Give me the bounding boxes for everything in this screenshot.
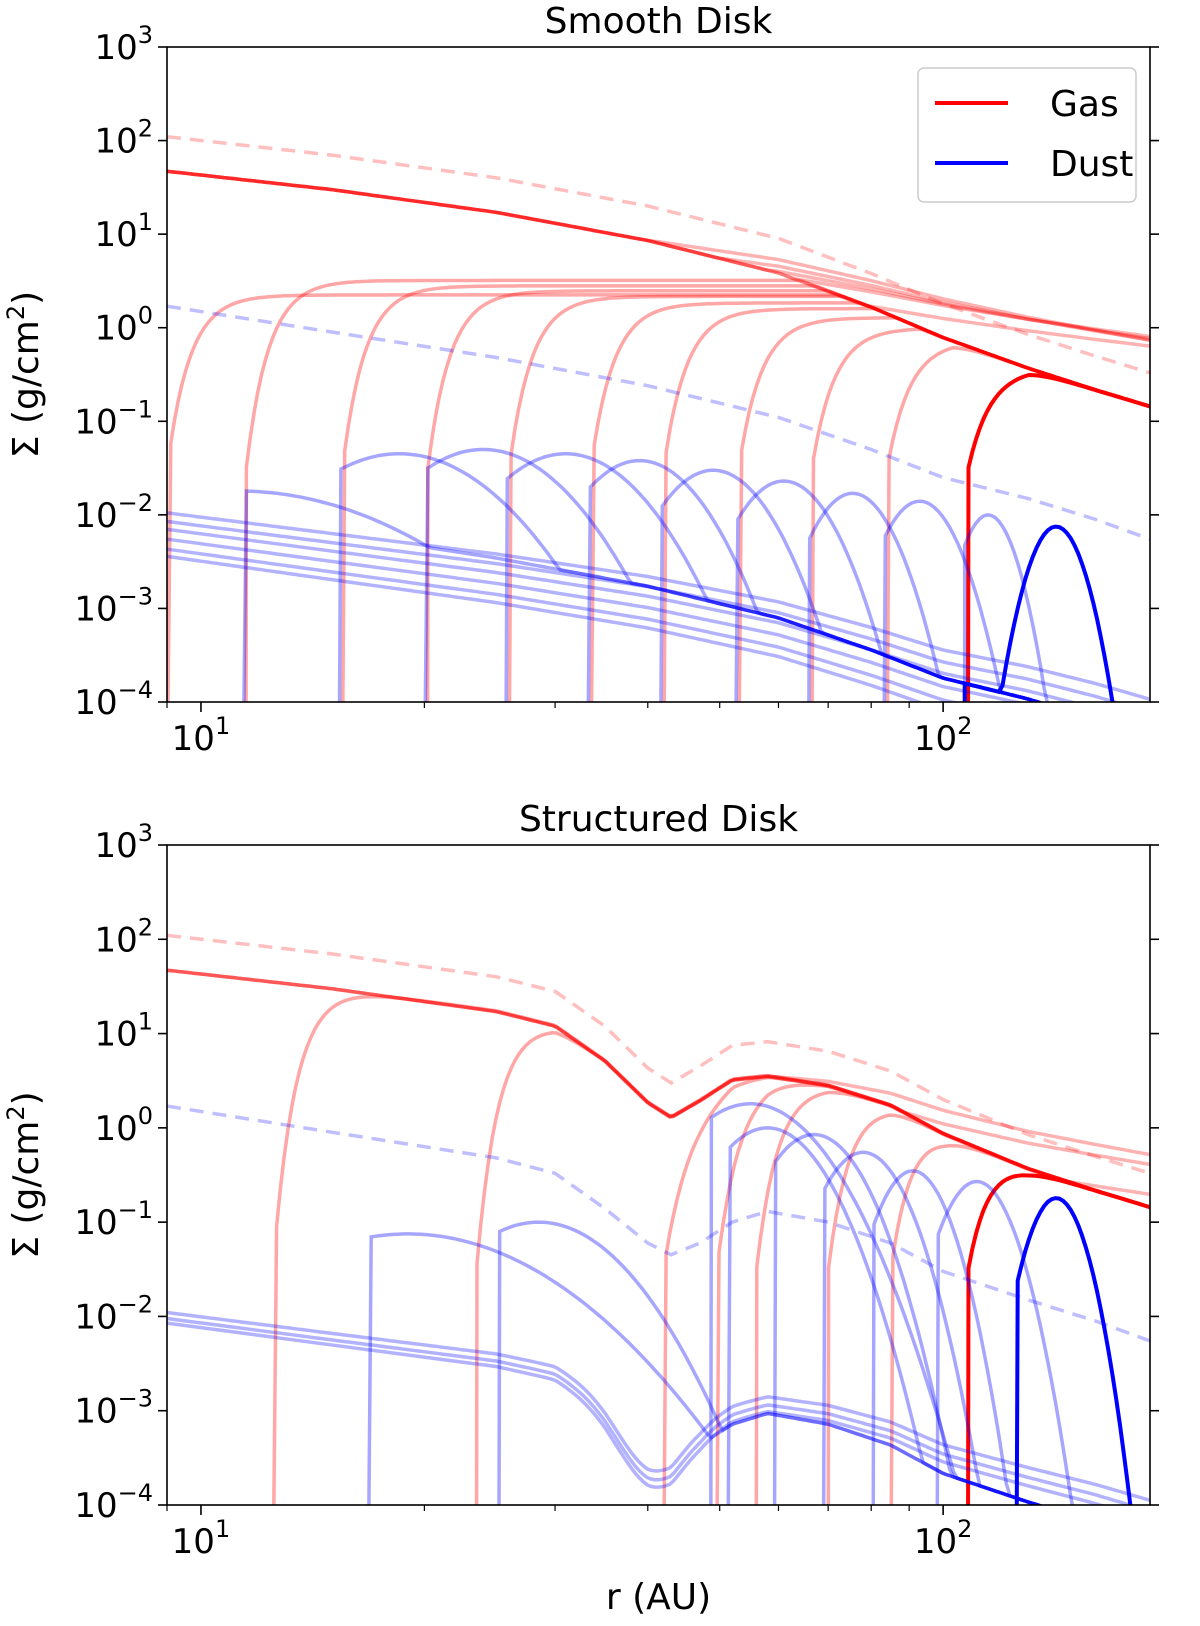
x-tick-label: 101 [172, 712, 231, 759]
gas-front-line [589, 301, 1150, 702]
dust-peak-line [871, 1169, 1044, 1505]
dust-peak-line [497, 1220, 1044, 1505]
gas-profile-line [167, 169, 1150, 339]
dust-peak-line [882, 499, 1044, 702]
gas-front-line [244, 278, 1150, 702]
y-axis-label: Σ (g/cm2) [2, 291, 47, 458]
gas-front-line [425, 289, 1150, 702]
dust-peak-line [586, 458, 1044, 702]
dust-profile-line [167, 554, 924, 702]
dust-peak-line [504, 452, 1044, 702]
dust-peak-line [423, 447, 1044, 702]
dust-peak-line [367, 1232, 1044, 1505]
dust-peak-line [1014, 1196, 1133, 1505]
y-tick-label: 10−2 [74, 1290, 153, 1337]
dust-peak-line [772, 1132, 1044, 1505]
gas-profile-line [167, 169, 1150, 341]
y-tick-label: 10−1 [74, 395, 153, 442]
y-tick-label: 10−1 [74, 1196, 153, 1243]
gas-profile-line [167, 968, 1150, 1157]
y-tick-label: 102 [94, 115, 153, 162]
gas-profile-line [167, 968, 1150, 1167]
legend: Gas Dust [917, 67, 1137, 203]
dust-profile-line [167, 537, 1025, 702]
chart-title: Smooth Disk [545, 1, 773, 42]
dust-initial-dashed-line [167, 1104, 1150, 1343]
chart-title: Structured Disk [519, 799, 798, 840]
gas-front-line [966, 372, 1150, 702]
y-tick-label: 100 [94, 302, 153, 349]
dust-profile-line [167, 1321, 1106, 1505]
gas-initial-dashed-line [167, 134, 1150, 375]
gas-profile-line [167, 169, 1150, 342]
gas-front-line [167, 293, 1150, 702]
axes-frame [166, 46, 1151, 703]
dust-peak-line [337, 451, 1044, 702]
plot-area [167, 134, 1150, 702]
y-tick-label: 10−4 [74, 1479, 153, 1526]
dust-profile-line [167, 1310, 1150, 1502]
y-tick-label: 100 [94, 1102, 153, 1149]
gas-front-line [474, 1031, 1150, 1505]
y-axis-label: Σ (g/cm2) [2, 1091, 47, 1258]
dust-peak-line [242, 489, 1044, 702]
dust-peak-line [709, 1102, 1044, 1505]
y-tick-label: 102 [94, 913, 153, 960]
x-tick-label: 101 [172, 1515, 231, 1562]
y-tick-label: 10−3 [74, 582, 153, 629]
y-tick-label: 101 [94, 208, 153, 255]
dust-peak-line [962, 524, 1115, 702]
dust-peak-line [659, 468, 1044, 702]
gas-front-line [810, 327, 1150, 702]
dust-profile-line [167, 527, 1078, 702]
legend-label-gas: Gas [1050, 84, 1119, 125]
gas-front-line [966, 1173, 1150, 1505]
dust-profile-line [167, 547, 961, 702]
dust-peak-line [821, 1150, 1044, 1505]
dust-profile-line [167, 511, 1150, 701]
y-tick-label: 103 [94, 21, 153, 68]
plot-area [167, 933, 1150, 1505]
dust-profile-line [167, 519, 1121, 702]
y-tick-label: 10−3 [74, 1385, 153, 1432]
gas-profile-line [167, 169, 1150, 348]
dust-initial-dashed-line [167, 304, 1150, 541]
dust-peak-line [726, 1126, 1044, 1505]
y-tick-label: 10−2 [74, 489, 153, 536]
axes-frame [166, 844, 1151, 1506]
dust-peak-line [935, 1179, 1075, 1505]
gas-profile-line [167, 968, 1150, 1197]
dust-profile-line [167, 1316, 1136, 1505]
x-tick-label: 102 [914, 1515, 973, 1562]
gas-profile-line [167, 169, 1150, 342]
gas-front-line [272, 994, 1150, 1505]
y-tick-label: 10−4 [74, 676, 153, 723]
y-tick-label: 103 [94, 819, 153, 866]
dust-peak-line [962, 513, 1049, 702]
smooth-disk-panel: Smooth Disk 10−4 10−3 10−2 10−1 100 101 102 103 1… [2, 1, 1159, 759]
y-tick-label: 101 [94, 1008, 153, 1055]
gas-front-line [341, 284, 1150, 702]
gas-front-line [507, 294, 1150, 702]
x-tick-label: 102 [914, 712, 973, 759]
dust-peak-line [734, 479, 1044, 702]
structured-disk-panel: Structured Disk 10−4 10−3 10−2 10−1 100 101 102… [2, 799, 1159, 1618]
x-axis-label: r (AU) [606, 1577, 711, 1618]
gas-initial-dashed-line [167, 933, 1150, 1175]
legend-label-dust: Dust [1050, 144, 1133, 185]
